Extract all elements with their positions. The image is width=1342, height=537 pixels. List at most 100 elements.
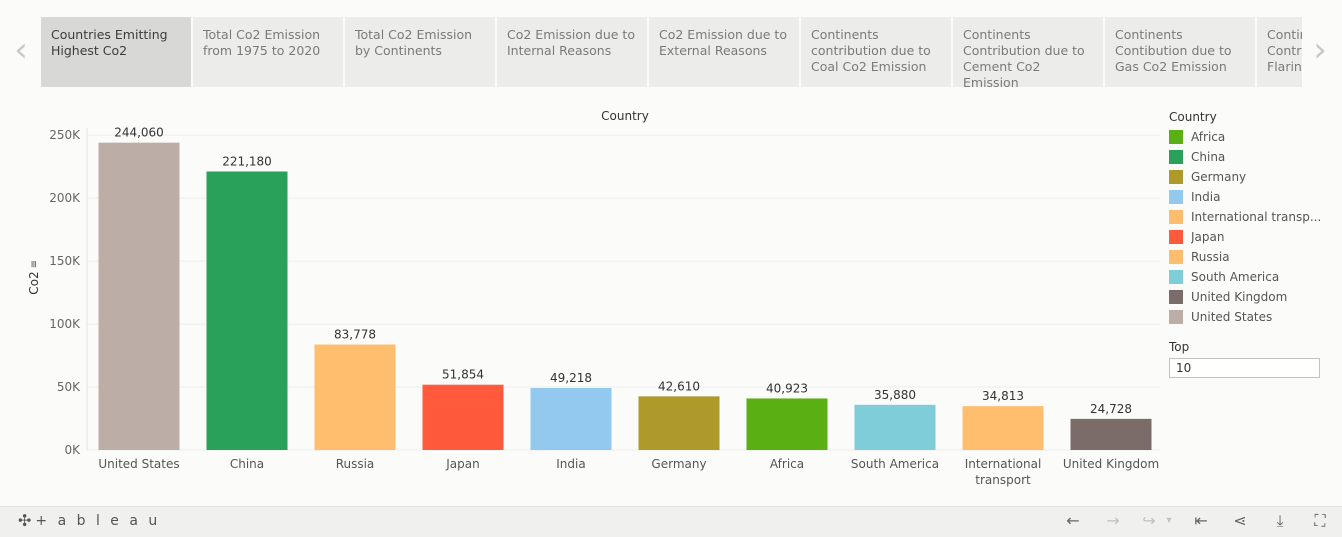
y-tick-label: 0K — [64, 443, 81, 457]
bottom-toolbar: ✣ + a b l e a u ← → ↪ ▾ ⇤ ⋖ ⤓ ⛶ — [0, 506, 1342, 537]
x-tick-label: South America — [851, 457, 939, 471]
story-tab-5[interactable]: Co2 Emission due to External Reasons — [649, 17, 799, 87]
legend-label: Germany — [1191, 170, 1247, 184]
legend-item[interactable]: China — [1169, 147, 1339, 167]
x-tick-label: International — [965, 457, 1042, 471]
x-tick-label: Russia — [336, 457, 375, 471]
bar-chart: Country 0K 50K 100K 150K 200K 250K Co2 ≡ 244,060 U… — [27, 109, 1160, 487]
legend-swatch — [1169, 210, 1183, 224]
story-tab-3[interactable]: Total Co2 Emission by Continents — [345, 17, 495, 87]
chevron-right-icon[interactable]: › — [1313, 30, 1327, 70]
legend-item[interactable]: Germany — [1169, 167, 1339, 187]
legend-label: United Kingdom — [1191, 290, 1288, 304]
story-tab-7[interactable]: Continents Contribution due to Cement Co… — [953, 17, 1103, 87]
x-tick-label: India — [556, 457, 585, 471]
bar-value-label: 49,218 — [550, 371, 592, 385]
x-tick-label: Africa — [770, 457, 804, 471]
legend-label: India — [1191, 190, 1221, 204]
legend-label: China — [1191, 150, 1226, 164]
legend-item[interactable]: United States — [1169, 307, 1339, 327]
story-tab-1[interactable]: Countries Emitting Highest Co2 — [41, 17, 191, 87]
bar-value-label: 24,728 — [1090, 402, 1132, 416]
legend-item[interactable]: Japan — [1169, 227, 1339, 247]
x-tick-label: United Kingdom — [1063, 457, 1159, 471]
tableau-logo[interactable]: ✣ + a b l e a u — [18, 511, 160, 530]
legend-swatch — [1169, 190, 1183, 204]
legend-label: South America — [1191, 270, 1280, 284]
y-tick-label: 100K — [49, 317, 81, 331]
fullscreen-button[interactable]: ⛶ — [1314, 511, 1326, 530]
y-tick-label: 200K — [49, 191, 81, 205]
story-tab-6[interactable]: Continents contribution due to Coal Co2 … — [801, 17, 951, 87]
bar-value-label: 40,923 — [766, 381, 808, 395]
bar-value-label: 34,813 — [982, 389, 1024, 403]
story-tab-8[interactable]: Continents Contibution due to Gas Co2 Em… — [1105, 17, 1255, 87]
legend-item[interactable]: Russia — [1169, 247, 1339, 267]
bar-germany — [638, 396, 720, 450]
legend-label: Russia — [1191, 250, 1230, 264]
bar-international-transport — [962, 406, 1044, 450]
legend-swatch — [1169, 230, 1183, 244]
bar-value-label: 42,610 — [658, 379, 700, 393]
y-tick-label: 50K — [57, 380, 81, 394]
y-tick-label: 150K — [49, 254, 81, 268]
sort-icon: ≡ — [29, 260, 40, 268]
top-filter-label: Top — [1169, 340, 1190, 354]
x-tick-label: Germany — [651, 457, 706, 471]
legend-item[interactable]: International transp... — [1169, 207, 1339, 227]
bar-china — [206, 171, 288, 450]
x-tick-label: United States — [98, 457, 179, 471]
bar-value-label: 35,880 — [874, 388, 916, 402]
story-tab-9[interactable]: Continents Contribution due to Flaring — [1257, 17, 1302, 87]
revert-menu-button[interactable]: ▾ — [1166, 515, 1172, 526]
legend-item[interactable]: United Kingdom — [1169, 287, 1339, 307]
legend-title: Country — [1169, 110, 1217, 124]
redo-button[interactable]: → — [1106, 511, 1120, 530]
tableau-logo-icon: ✣ — [18, 511, 32, 530]
legend-label: Africa — [1191, 130, 1226, 144]
bar-russia — [314, 344, 396, 450]
story-tab-2[interactable]: Total Co2 Emission from 1975 to 2020 — [193, 17, 343, 87]
undo-button[interactable]: ← — [1066, 511, 1080, 530]
story-tab-strip: Countries Emitting Highest Co2 Total Co2 … — [41, 17, 1302, 87]
bar-value-label: 83,778 — [334, 328, 376, 342]
story-tab-4[interactable]: Co2 Emission due to Internal Reasons — [497, 17, 647, 87]
legend-swatch — [1169, 290, 1183, 304]
legend-label: Japan — [1191, 230, 1225, 244]
legend-label: United States — [1191, 310, 1273, 324]
download-button[interactable]: ⤓ — [1276, 511, 1284, 530]
chevron-left-icon[interactable]: ‹ — [14, 30, 28, 70]
tableau-logo-text: + a b l e a u — [35, 512, 161, 529]
bar-value-label: 51,854 — [442, 368, 484, 382]
legend-item[interactable]: South America — [1169, 267, 1339, 287]
chart-title: Country — [601, 109, 649, 123]
bar-united-kingdom — [1070, 418, 1152, 450]
legend-label: International transp... — [1191, 210, 1322, 224]
legend-swatch — [1169, 270, 1183, 284]
legend-swatch — [1169, 170, 1183, 184]
bar-value-label: 244,060 — [114, 126, 164, 140]
bar-south-america — [854, 404, 936, 450]
bar-india — [530, 388, 612, 450]
color-legend: Country Africa China Germany India Internati… — [1169, 110, 1339, 327]
legend-item[interactable]: India — [1169, 187, 1339, 207]
top-filter: Top — [1169, 340, 1320, 378]
reset-button[interactable]: ⇤ — [1194, 511, 1208, 530]
legend-swatch — [1169, 310, 1183, 324]
legend-swatch — [1169, 130, 1183, 144]
x-tick-label: China — [230, 457, 264, 471]
x-tick-label: Japan — [445, 457, 479, 471]
legend-item[interactable]: Africa — [1169, 127, 1339, 147]
y-axis-label: Co2 — [27, 271, 41, 294]
legend-swatch — [1169, 250, 1183, 264]
bar-africa — [746, 398, 828, 450]
share-button[interactable]: ⋖ — [1233, 511, 1247, 530]
top-filter-input[interactable] — [1169, 358, 1320, 378]
y-tick-label: 250K — [49, 128, 81, 142]
bar-united-states — [98, 142, 180, 450]
x-tick-label: transport — [975, 473, 1031, 487]
bar-japan — [422, 384, 504, 450]
revert-button[interactable]: ↪ — [1142, 511, 1156, 530]
legend-swatch — [1169, 150, 1183, 164]
